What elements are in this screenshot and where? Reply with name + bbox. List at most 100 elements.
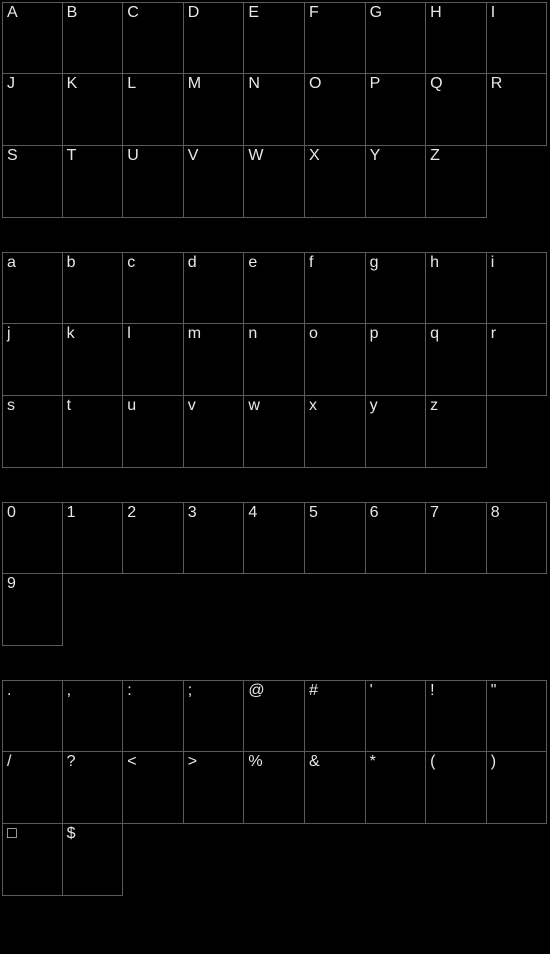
glyph-label: R [491,76,503,92]
glyph-cell: J [2,74,63,146]
glyph-block-uppercase: ABCDEFGHIJKLMNOPQRSTUVWXYZ [2,2,547,218]
glyph-cell: K [63,74,124,146]
glyph-label: z [430,398,439,414]
glyph-cell: M [184,74,245,146]
glyph-label: W [248,148,264,164]
glyph-label: 1 [67,505,76,521]
glyph-label: # [309,683,318,699]
glyph-cell: H [426,2,487,74]
glyph-cell: d [184,252,245,324]
glyph-label: h [430,255,439,271]
glyph-cell: L [123,74,184,146]
glyph-label: m [188,326,202,342]
glyph-label: Z [430,148,440,164]
glyph-label: c [127,255,136,271]
glyph-label: V [188,148,199,164]
glyph-block-lowercase: abcdefghijklmnopqrstuvwxyz [2,252,547,468]
glyph-cell: i [487,252,548,324]
glyph-block-punctuation: .,:;@#'!"/?<>%&*()□$ [2,680,547,896]
glyph-label: B [67,5,78,21]
glyph-label: P [370,76,381,92]
glyph-label: f [309,255,314,271]
glyph-label: 5 [309,505,318,521]
glyph-label: q [430,326,439,342]
glyph-label: s [7,398,16,414]
glyph-label: @ [248,683,265,699]
glyph-label: a [7,255,16,271]
glyph-cell: u [123,396,184,468]
glyph-cell: b [63,252,124,324]
glyph-label: ' [370,683,374,699]
glyph-cell: 0 [2,502,63,574]
glyph-cell: W [244,146,305,218]
glyph-label: j [7,326,11,342]
glyph-cell: E [244,2,305,74]
glyph-cell: & [305,752,366,824]
glyph-cell: I [487,2,548,74]
glyph-label: J [7,76,16,92]
glyph-label: t [67,398,72,414]
glyph-cell: C [123,2,184,74]
glyph-label: H [430,5,442,21]
glyph-label: v [188,398,197,414]
glyph-label: S [7,148,18,164]
glyph-label: p [370,326,379,342]
glyph-label: C [127,5,139,21]
glyph-label: □ [7,826,17,842]
glyph-cell: g [366,252,427,324]
glyph-cell: ? [63,752,124,824]
glyph-cell: % [244,752,305,824]
glyph-label: 9 [7,576,16,592]
glyph-cell: @ [244,680,305,752]
glyph-cell: V [184,146,245,218]
glyph-cell: * [366,752,427,824]
glyph-label: 4 [248,505,257,521]
glyph-cell: R [487,74,548,146]
glyph-cell: : [123,680,184,752]
glyph-label: 2 [127,505,136,521]
glyph-label: F [309,5,319,21]
glyph-cell: > [184,752,245,824]
glyph-cell: m [184,324,245,396]
glyph-cell: Q [426,74,487,146]
glyph-cell: 5 [305,502,366,574]
glyph-cell: 4 [244,502,305,574]
glyph-label: x [309,398,318,414]
glyph-cell: s [2,396,63,468]
glyph-cell: q [426,324,487,396]
glyph-cell: x [305,396,366,468]
glyph-label: % [248,754,263,770]
glyph-label: U [127,148,139,164]
glyph-cell: k [63,324,124,396]
glyph-cell: / [2,752,63,824]
glyph-cell: z [426,396,487,468]
glyph-label: I [491,5,496,21]
glyph-label: N [248,76,260,92]
glyph-label: * [370,754,377,770]
glyph-cell: O [305,74,366,146]
glyph-label: . [7,683,12,699]
glyph-cell: Z [426,146,487,218]
glyph-cell: v [184,396,245,468]
glyph-label: ? [67,754,76,770]
glyph-cell: r [487,324,548,396]
glyph-label: A [7,5,18,21]
glyph-cell: ; [184,680,245,752]
glyph-label: n [248,326,257,342]
glyph-label: o [309,326,318,342]
glyph-cell: A [2,2,63,74]
glyph-cell: P [366,74,427,146]
glyph-cell: 1 [63,502,124,574]
glyph-cell: ! [426,680,487,752]
glyph-cell: 9 [2,574,63,646]
glyph-cell: F [305,2,366,74]
glyph-label: g [370,255,379,271]
glyph-label: e [248,255,257,271]
glyph-label: d [188,255,197,271]
glyph-label: ) [491,754,497,770]
glyph-label: : [127,683,132,699]
glyph-label: X [309,148,320,164]
glyph-cell: S [2,146,63,218]
glyph-cell: N [244,74,305,146]
glyph-cell: 6 [366,502,427,574]
